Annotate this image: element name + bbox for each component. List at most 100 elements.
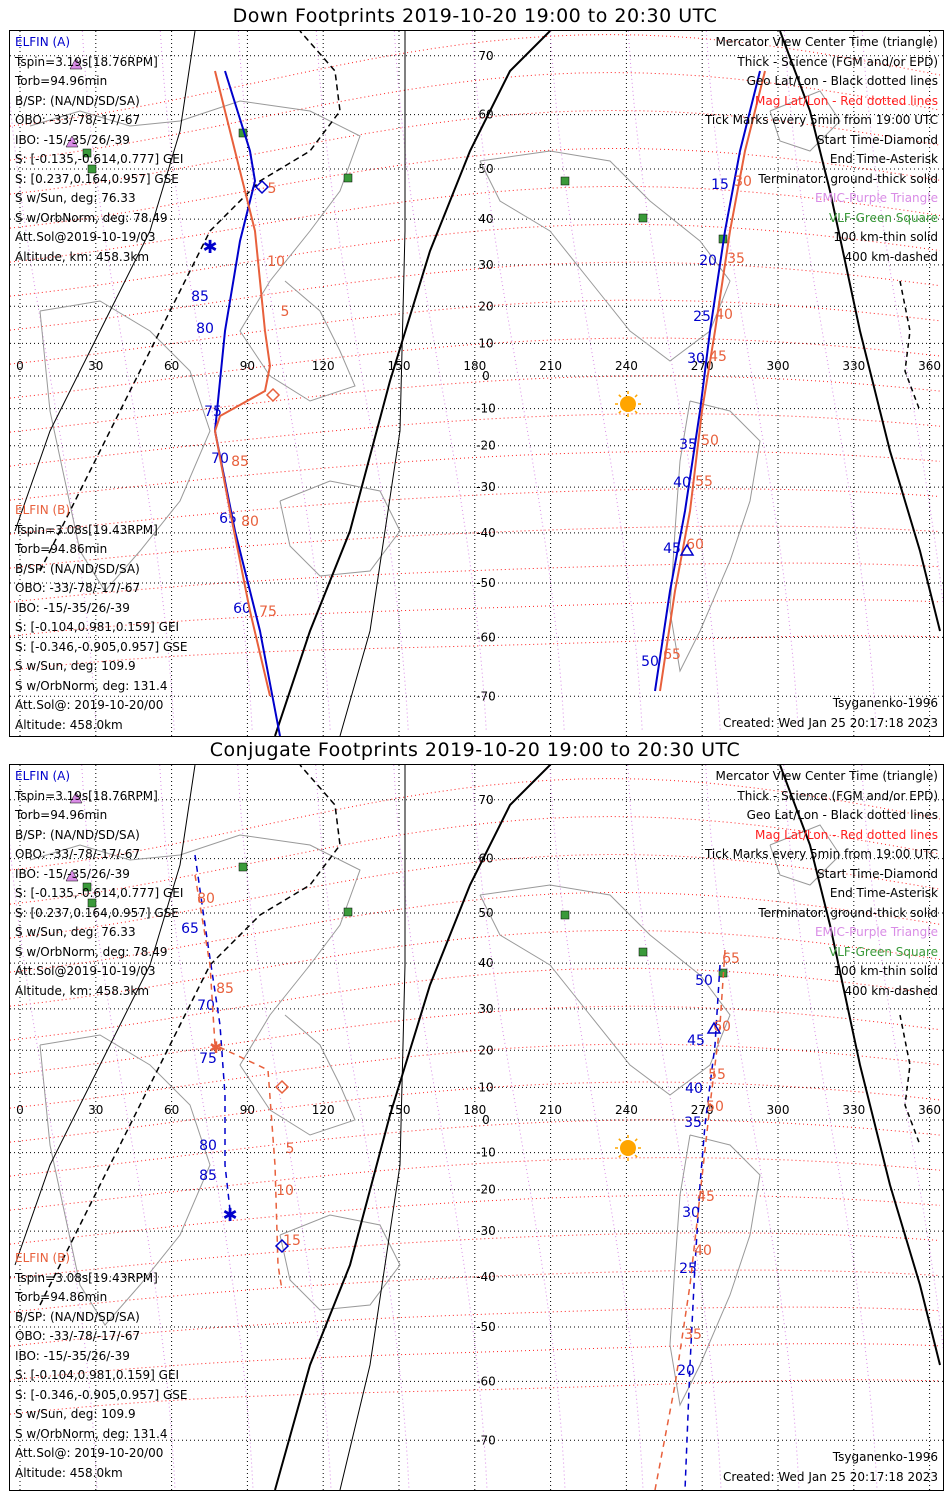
legend-vlf: VLF-Green Square [829, 944, 938, 959]
elfin-b-track-east-tick-label: 50 [706, 1099, 724, 1115]
elfin-a-track-east-tick-label: 50 [641, 654, 659, 670]
start-diamond-b [265, 387, 281, 403]
elfin-b-track-east-tick-label: 35 [727, 251, 745, 267]
sun-ray [634, 410, 638, 414]
legend-100km: 100 km-thin solid [833, 230, 938, 244]
lon-tick-label: 30 [88, 359, 103, 373]
lon-tick-label: 330 [842, 359, 865, 373]
elfin-b-obo: OBO: -33/-78/-17/-67 [15, 1329, 141, 1343]
elfin-b-sun: S w/Sun, deg: 109.9 [15, 659, 136, 673]
elfin-a-gse: S: [0.237,0.164,0.957] GSE [15, 905, 179, 920]
lon-tick-label: 180 [463, 359, 486, 373]
elfin-b-torb: Torb=94.86min [15, 542, 108, 556]
lat-tick-label: -10 [476, 1146, 496, 1160]
legend-mag: Mag Lat/Lon - Red dotted lines [754, 93, 938, 108]
lat-tick-label: 40 [478, 212, 493, 226]
elfin-a-label: ELFIN (A) [15, 769, 71, 783]
emic-station-triangle [69, 57, 83, 70]
lat-tick-label: 20 [478, 299, 493, 313]
legend-terminator: Terminator: ground-thick solid [758, 905, 938, 920]
panel-title-down: Down Footprints 2019-10-20 19:00 to 20:3… [232, 5, 718, 27]
lon-tick-label: 210 [539, 1103, 562, 1117]
elfin-b-track-east-tick-label: 30 [734, 174, 752, 190]
legend-conjugate: Mercator View Center Time (triangle) Thi… [705, 767, 938, 1001]
lat-tick-label: 30 [478, 1002, 493, 1016]
legend-ticks: Tick Marks every 5min from 19:00 UTC [704, 847, 938, 861]
lon-tick-label: 120 [312, 1103, 335, 1117]
elfin-b-altitude: Altitude: 458.0km [15, 717, 123, 732]
elfin-b-track-east-tick-label: 40 [694, 1243, 712, 1259]
elfin-a-gei: S: [-0.135,-0.614,0.777] GEI [15, 886, 184, 900]
elfin-b-track-east-tick-label: 50 [701, 433, 719, 449]
elfin-b-bsp: B/SP: (NA/ND/SD/SA) [15, 561, 140, 576]
lat-tick-label: -70 [476, 1433, 496, 1447]
elfin-b-track-west [213, 70, 272, 697]
terminator-ground-west [274, 31, 551, 736]
sun-icon [620, 1140, 636, 1156]
vlf-station-square [343, 173, 353, 183]
mag-lon-line [549, 765, 644, 1490]
elfin-b-track-east-tick-label: 45 [697, 1189, 715, 1205]
sun-ray [618, 1138, 622, 1142]
sun-ray [618, 394, 622, 398]
mag-lon-line [393, 31, 487, 732]
elfin-b-label: ELFIN (B) [15, 1251, 71, 1265]
elfin-a-track-east-tick-label: 35 [684, 1115, 702, 1131]
elfin-a-track-west-tick-label: 85 [191, 289, 209, 305]
legend-mag: Mag Lat/Lon - Red dotted lines [754, 827, 938, 842]
elfin-b-track-east-tick-label: 55 [708, 1067, 726, 1083]
lat-tick-label: -60 [476, 1374, 496, 1388]
vlf-station-square [82, 148, 92, 158]
elfin-a-track-west [213, 70, 281, 736]
elfin-b-track-west-tick-label: 5 [286, 1141, 295, 1157]
lon-tick-label: 300 [767, 1103, 790, 1117]
terminator-thin-west [339, 31, 406, 736]
elfin-a-track-west [194, 854, 231, 1211]
elfin-a-track-west-tick-label: 80 [196, 321, 214, 337]
mag-lon-line [237, 31, 331, 732]
vlf-station-square [560, 176, 570, 186]
center-triangle-a [706, 1021, 722, 1034]
elfin-b-track-west-tick-label: 5 [281, 304, 290, 320]
elfin-b-track-west-tick-label: 10 [276, 1183, 294, 1199]
elfin-a-obo: OBO: -33/-78/-17/-67 [15, 847, 141, 861]
australia-outline [279, 480, 401, 577]
elfin-a-track-west-tick-label: 60 [233, 601, 251, 617]
elfin-a-track-east-tick-label: 50 [695, 973, 713, 989]
mag-lat-line [10, 72, 941, 161]
elfin-b-track-east-tick-label: 45 [709, 349, 727, 365]
mag-lat-line [10, 929, 941, 1007]
terminator-ground-west [274, 765, 551, 1490]
sun-ray [634, 394, 638, 398]
terminator-400km [39, 31, 341, 572]
elfin-a-track-east-tick-label: 40 [685, 1081, 703, 1097]
elfin-a-altitude: Altitude, km: 458.3km [15, 249, 150, 264]
elfin-a-track-east-tick-label: 45 [687, 1033, 705, 1049]
elfin-a-attsol: Att.Sol@2019-10-19/03 [15, 230, 156, 244]
vlf-station-square [238, 862, 248, 872]
mag-lat-line [10, 525, 941, 569]
elfin-b-track-west-tick-label: 80 [197, 891, 215, 907]
lon-tick-label: 360 [918, 359, 941, 373]
lat-tick-label: -20 [476, 439, 496, 453]
mag-lat-line [10, 1343, 941, 1381]
vlf-station-square [343, 907, 353, 917]
terminator-ground-east [779, 765, 941, 1366]
mag-lat-line [10, 967, 941, 1041]
mag-lon-line [237, 765, 332, 1490]
elfin-b-ibo: IBO: -15/-35/26/-39 [15, 600, 130, 615]
elfin-b-track-west-tick-label: 15 [283, 1233, 301, 1249]
mag-lat-line [10, 375, 941, 433]
lon-tick-label: 210 [539, 359, 562, 373]
mag-lat-line [10, 1005, 941, 1075]
elfin-b-track-east-tick-label: 60 [686, 537, 704, 553]
mag-lat-line [10, 110, 941, 195]
elfin-a-gei: S: [-0.135,-0.614,0.777] GEI [15, 152, 184, 166]
legend-thick: Thick - Science (FGM and/or EPD) [737, 788, 938, 803]
mag-lat-line [10, 1081, 941, 1143]
emic-station-triangle [65, 135, 79, 148]
lat-tick-label: -40 [476, 526, 496, 540]
lon-tick-label: 60 [164, 359, 179, 373]
elfin-a-track-east-tick-label: 35 [679, 437, 697, 453]
mag-lat-line [10, 562, 941, 603]
